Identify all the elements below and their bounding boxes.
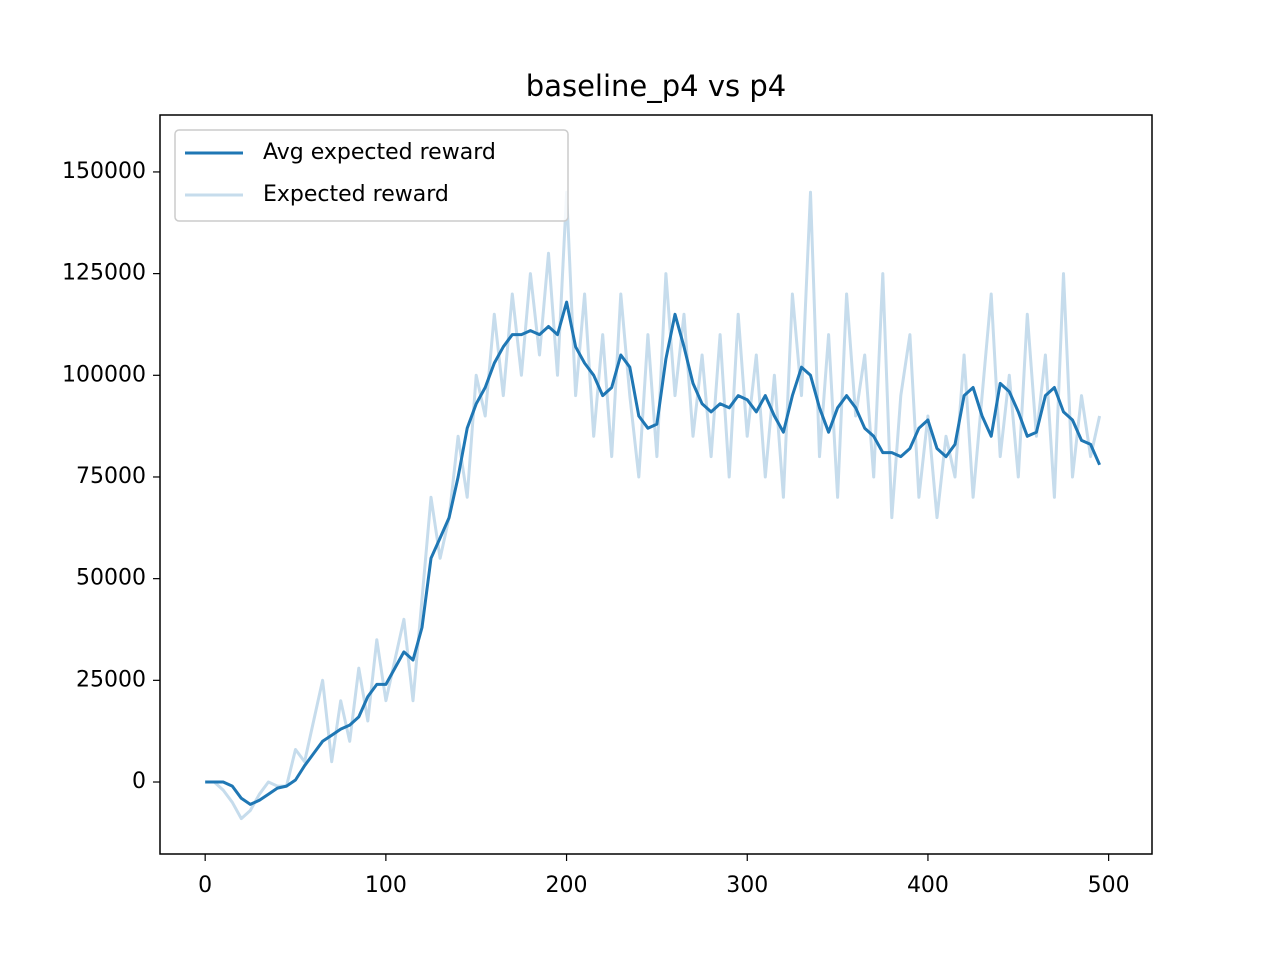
x-tick-label: 400 — [907, 873, 949, 898]
chart-title: baseline_p4 vs p4 — [526, 69, 786, 103]
y-tick-label: 150000 — [62, 159, 146, 184]
x-tick-label: 500 — [1088, 873, 1130, 898]
legend-label: Avg expected reward — [263, 140, 496, 165]
y-tick-label: 25000 — [76, 667, 146, 692]
y-tick-label: 125000 — [62, 261, 146, 286]
x-tick-label: 200 — [546, 873, 588, 898]
x-tick-label: 100 — [365, 873, 407, 898]
data-line — [205, 300, 1101, 806]
y-tick-label: 50000 — [76, 566, 146, 591]
x-tick-label: 300 — [726, 873, 768, 898]
legend-box — [174, 129, 569, 222]
x-tick-label: 0 — [198, 873, 212, 898]
y-tick-label: 0 — [132, 769, 146, 794]
y-tick-label: 75000 — [76, 464, 146, 489]
data-line — [205, 190, 1102, 821]
legend-label: Expected reward — [263, 182, 449, 207]
y-tick-label: 100000 — [62, 362, 146, 387]
plot-frame — [159, 114, 1153, 855]
